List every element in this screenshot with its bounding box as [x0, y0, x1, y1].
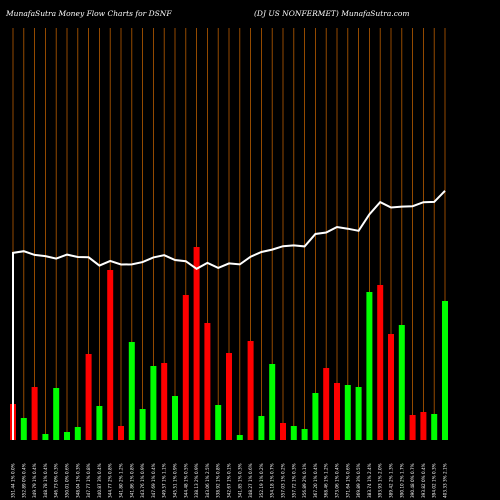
- money-flow-bar: [128, 342, 135, 440]
- price-line: [12, 190, 446, 440]
- money-flow-bar: [431, 414, 438, 440]
- x-tick-label: 383.74 1% 2.4%: [367, 463, 372, 498]
- chart-subtitle: (DJ US NONFERMET) MunafaSutra.com: [254, 9, 410, 18]
- money-flow-bar: [377, 285, 384, 440]
- x-tick-label: 394.02 1% 0.3%: [432, 463, 437, 498]
- money-flow-bar: [280, 423, 286, 440]
- x-tick-label: 344.48 1% 0.5%: [183, 463, 188, 498]
- x-tick-label: 348.04 1% 0.3%: [75, 463, 80, 498]
- money-flow-bar: [312, 393, 319, 440]
- x-tick-label: 357.03 1% 0.2%: [281, 463, 286, 498]
- money-flow-bar: [139, 409, 146, 440]
- money-flow-bar: [215, 405, 222, 440]
- x-tick-label: 343.06 1% 2.5%: [205, 463, 210, 498]
- x-tick-label: 348.27 1% 0.6%: [248, 463, 253, 498]
- x-tick-label: 369.89 3% 0.5%: [356, 463, 361, 498]
- money-flow-bar: [64, 432, 70, 440]
- x-tick-label: 347.69 1% 0.4%: [151, 463, 156, 498]
- money-flow-bar: [290, 426, 297, 440]
- x-tick-label: 344.77 2% 0.8%: [108, 463, 113, 498]
- money-flow-bar: [85, 354, 92, 440]
- x-tick-label: 348.78 1% 0.4%: [43, 463, 48, 498]
- money-flow-bar: [172, 396, 178, 440]
- x-tick-label: 403.33 3% 2.1%: [443, 463, 448, 498]
- x-tick-label: 342.67 1% 0.1%: [227, 463, 232, 498]
- x-tick-label: 356.89 2% 0.1%: [302, 463, 307, 498]
- x-tick-label: 373.06 1% 0.4%: [335, 463, 340, 498]
- x-tick-label: 338.92 1% 0.8%: [216, 463, 221, 498]
- x-tick-label: 341.86 1% 0.8%: [129, 463, 134, 498]
- x-tick-label: 349.57 1% 1.1%: [162, 463, 167, 498]
- money-flow-bar: [247, 341, 254, 440]
- money-flow-bar: [409, 415, 416, 440]
- x-tick-label: 346.73 0% 0.3%: [54, 463, 59, 498]
- money-flow-bar: [20, 418, 27, 440]
- money-flow-bar: [31, 387, 38, 440]
- money-flow-bar: [258, 416, 265, 440]
- x-tick-label: 354.18 1% 0.7%: [270, 463, 275, 498]
- money-flow-bar: [107, 270, 114, 440]
- money-flow-bar: [323, 368, 330, 440]
- x-tick-label: 367.20 1% 0.4%: [313, 463, 318, 498]
- money-flow-bar: [420, 412, 427, 440]
- money-flow-bar: [226, 353, 232, 440]
- x-tick-label: 343.76 1% 0.9%: [140, 463, 145, 498]
- x-tick-label: 351.44 1% 0.0%: [11, 463, 16, 498]
- money-flow-bar: [334, 383, 340, 440]
- x-tick-label: 368.46 1% 1.2%: [324, 463, 329, 498]
- money-flow-bar: [355, 387, 362, 440]
- money-flow-bar: [150, 366, 157, 440]
- chart-title: MunafaSutra Money Flow Charts for DSNF: [6, 9, 172, 18]
- money-flow-bar: [53, 388, 60, 440]
- money-flow-bar: [236, 435, 243, 440]
- money-flow-bar: [301, 429, 308, 440]
- money-flow-bar: [118, 426, 124, 440]
- money-flow-bar: [269, 364, 276, 440]
- x-tick-label: 389.42 2% 1.3%: [389, 463, 394, 498]
- money-flow-bar: [96, 406, 103, 440]
- money-flow-bar: [204, 323, 211, 440]
- x-tick-label: 350.01 0% 0.6%: [65, 463, 70, 498]
- x-tick-label: 393.82 0% 0.4%: [421, 463, 426, 498]
- x-tick-label: 357.72 1% 0.3%: [291, 463, 296, 498]
- x-tick-label: 338.13 2% 0.9%: [194, 463, 199, 498]
- money-flow-bar: [344, 385, 351, 440]
- x-tick-label: 340.87 3% 0.4%: [97, 463, 102, 498]
- x-tick-label: 352.89 0% 0.4%: [21, 463, 26, 498]
- x-tick-label: 371.64 1% 0.6%: [345, 463, 350, 498]
- money-flow-bar: [74, 427, 81, 440]
- money-flow-bar: [193, 247, 200, 440]
- x-tick-label: 352.19 1% 0.2%: [259, 463, 264, 498]
- x-tick-label: 393.93 1% 2.0%: [378, 463, 383, 498]
- x-tick-label: 341.85 1% 0.3%: [237, 463, 242, 498]
- money-flow-bar: [42, 434, 49, 440]
- x-tick-label: 341.80 2% 1.2%: [119, 463, 124, 498]
- money-flow-bar: [398, 325, 405, 440]
- money-flow-bar: [366, 292, 373, 440]
- x-tick-label: 390.10 2% 1.7%: [399, 463, 404, 498]
- money-flow-bar: [388, 334, 394, 440]
- money-flow-bar: [161, 363, 168, 440]
- x-tick-label: 349.79 1% 0.4%: [32, 463, 37, 498]
- x-tick-label: 347.77 1% 0.8%: [86, 463, 91, 498]
- money-flow-bar: [182, 295, 189, 440]
- money-flow-bar: [442, 301, 448, 440]
- x-tick-label: 390.48 0% 0.7%: [410, 463, 415, 498]
- x-tick-label: 345.51 1% 0.9%: [173, 463, 178, 498]
